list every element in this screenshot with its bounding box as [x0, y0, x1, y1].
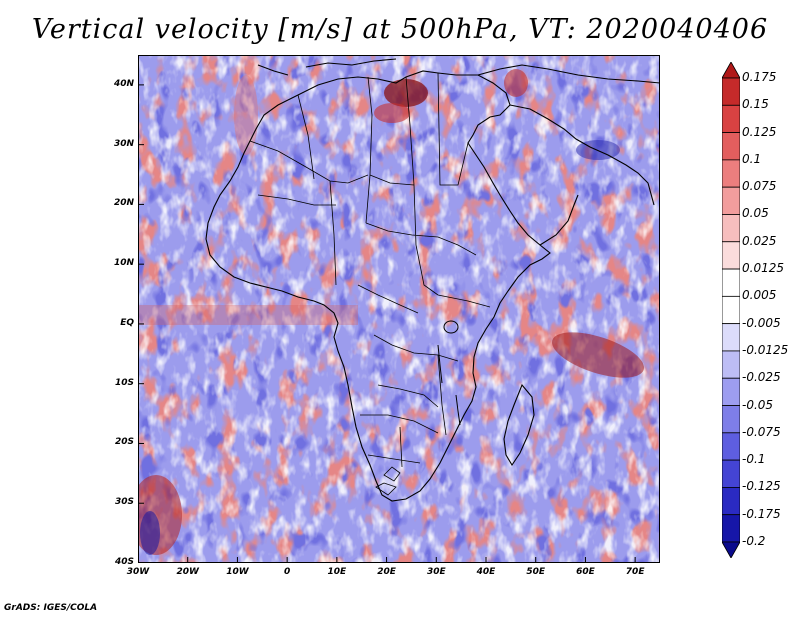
colorbar-label: -0.0125 — [742, 342, 789, 357]
lat-label: 40N — [113, 78, 134, 89]
colorbar-label: -0.025 — [742, 370, 781, 385]
lon-label: 60E — [576, 567, 595, 577]
lon-label: 40E — [476, 567, 496, 577]
colorbar-label: -0.1 — [742, 452, 766, 467]
colorbar-label: 0.175 — [742, 70, 777, 84]
lon-label: 30E — [426, 567, 446, 577]
vertical-velocity-map — [138, 55, 660, 563]
ascent-band-west-africa — [234, 75, 258, 155]
colorbar-label: -0.05 — [742, 397, 774, 412]
plot-title: Vertical velocity [m/s] at 500hPa, VT: 2… — [31, 14, 769, 45]
colorbar-swatch — [721, 323, 741, 352]
colorbar-label: 0.125 — [742, 124, 777, 139]
axis-ticks — [138, 84, 636, 563]
lon-label: 10W — [226, 567, 249, 577]
colorbar-label: -0.075 — [742, 424, 781, 439]
field-neutral-pattern — [138, 55, 660, 563]
colorbar-swatches — [721, 61, 741, 559]
convection-band-indian-ocean — [552, 332, 644, 378]
madagascar-coastline — [503, 383, 535, 467]
lon-label: 50E — [526, 567, 546, 577]
colorbar-label: 0.025 — [742, 233, 777, 248]
country-borders — [249, 72, 491, 496]
lat-label: 30N — [113, 138, 134, 149]
colorbar-label: -0.125 — [742, 479, 781, 494]
colorbar-swatch — [721, 159, 741, 188]
colorbar-min-triangle — [721, 541, 741, 559]
europe-coastline — [257, 58, 397, 76]
colorbar-swatch — [721, 350, 741, 379]
colorbar-swatch — [721, 214, 741, 243]
colorbar-swatch — [721, 186, 741, 215]
lon-label: 10E — [327, 567, 347, 577]
colorbar-swatch — [721, 377, 741, 406]
footer-credit: GrADS: IGES/COLA — [4, 603, 98, 613]
lat-label: 10N — [113, 258, 134, 269]
lat-label: 40S — [114, 557, 134, 567]
colorbar-label: 0.15 — [742, 97, 769, 112]
map-panel — [138, 55, 660, 563]
lon-label: 20E — [377, 567, 396, 577]
convection-cell-north-africa — [374, 103, 410, 123]
colorbar-label: 0.05 — [742, 206, 769, 221]
colorbar-swatch — [721, 132, 741, 161]
colorbar-label: -0.175 — [742, 506, 781, 521]
convection-cell-mediterranean — [384, 79, 428, 107]
lat-label: EQ — [120, 317, 134, 328]
colorbar-swatch — [721, 405, 741, 434]
lat-label: 20N — [113, 198, 134, 209]
lon-label: 0 — [284, 567, 291, 577]
colorbar-max-triangle — [721, 61, 741, 79]
lat-label: 10S — [114, 377, 134, 388]
lon-label: 70E — [625, 567, 645, 577]
lon-label: 20W — [176, 567, 199, 577]
convection-cell-caucasus — [504, 69, 528, 97]
itcz-band-atlantic — [138, 305, 358, 325]
africa-coastline — [205, 70, 551, 502]
colorbar-label: -0.2 — [742, 534, 766, 548]
colorbar-swatch — [721, 268, 741, 297]
lon-label: 30W — [126, 567, 150, 577]
colorbar-swatch — [721, 487, 741, 516]
colorbar-swatch — [721, 77, 741, 106]
descent-cell-south-atlantic — [140, 511, 160, 555]
colorbar-swatch — [721, 432, 741, 461]
colorbar-swatch — [721, 459, 741, 488]
colorbar-swatch — [721, 295, 741, 325]
colorbar-label: 0.0125 — [742, 261, 784, 276]
lat-label: 20S — [114, 437, 134, 448]
coastlines — [205, 58, 660, 502]
colorbar-swatch — [721, 514, 741, 543]
colorbar-label: 0.005 — [742, 288, 777, 303]
colorbar-label: 0.075 — [742, 179, 777, 194]
lat-label: 30S — [114, 497, 134, 508]
colorbar-swatch — [721, 241, 741, 270]
middle-east-coastline — [477, 64, 660, 246]
map-frame — [138, 55, 660, 563]
colorbar — [721, 61, 741, 559]
colorbar-label: 0.1 — [742, 151, 762, 166]
lakes — [437, 320, 461, 426]
colorbar-label: -0.005 — [742, 315, 781, 330]
colorbar-swatch — [721, 104, 741, 133]
lesotho-eswatini-borders — [375, 466, 401, 496]
